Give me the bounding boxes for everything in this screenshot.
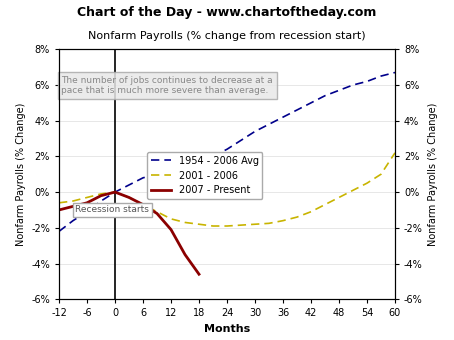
X-axis label: Months: Months bbox=[204, 324, 250, 334]
Text: The number of jobs continues to decrease at a
pace that is much more severe than: The number of jobs continues to decrease… bbox=[61, 76, 273, 96]
Y-axis label: Nonfarm Payrolls (% Change): Nonfarm Payrolls (% Change) bbox=[429, 103, 439, 246]
Text: Recession starts: Recession starts bbox=[75, 205, 149, 215]
Text: Nonfarm Payrolls (% change from recession start): Nonfarm Payrolls (% change from recessio… bbox=[88, 31, 366, 41]
Legend: 1954 - 2006 Avg, 2001 - 2006, 2007 - Present: 1954 - 2006 Avg, 2001 - 2006, 2007 - Pre… bbox=[148, 152, 262, 199]
Text: Chart of the Day - www.chartoftheday.com: Chart of the Day - www.chartoftheday.com bbox=[77, 6, 377, 19]
Y-axis label: Nonfarm Payrolls (% Change): Nonfarm Payrolls (% Change) bbox=[15, 103, 25, 246]
